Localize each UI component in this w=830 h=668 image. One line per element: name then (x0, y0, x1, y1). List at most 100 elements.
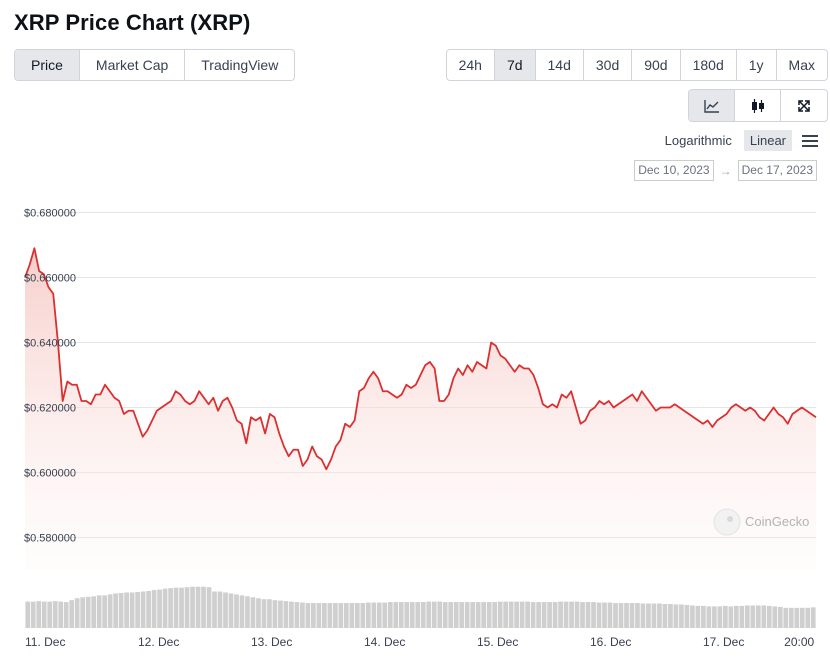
volume-bar (184, 587, 190, 628)
range-1y-button[interactable]: 1y (737, 50, 777, 80)
volume-bar (96, 595, 102, 628)
volume-bar (74, 598, 80, 628)
volume-bar (327, 603, 333, 628)
volume-bar (212, 591, 217, 628)
scale-selector: Logarithmic Linear (659, 130, 818, 151)
volume-bar (354, 603, 360, 628)
line-chart-button[interactable] (689, 90, 735, 121)
range-14d-button[interactable]: 14d (536, 50, 584, 80)
volume-bar (387, 602, 393, 628)
volume-bar (486, 602, 492, 628)
volume-bar (322, 603, 327, 628)
volume-bar (47, 601, 53, 628)
volume-bar (607, 602, 613, 628)
volume-bar (734, 605, 739, 628)
volume-bar (201, 586, 206, 628)
volume-bar (596, 602, 602, 628)
volume-bar (629, 603, 635, 628)
range-24h-button[interactable]: 24h (447, 50, 495, 80)
linear-option[interactable]: Linear (743, 130, 792, 151)
date-range-picker: Dec 10, 2023 → Dec 17, 2023 (634, 160, 817, 181)
volume-bar (190, 586, 195, 628)
y-tick-label: $0.640000 (24, 338, 76, 350)
y-tick-label: $0.600000 (24, 468, 76, 480)
volume-bar (129, 592, 135, 628)
volume-bar (118, 592, 124, 628)
date-from-input[interactable]: Dec 10, 2023 (634, 160, 714, 181)
volume-bar (294, 602, 300, 628)
volume-bar (651, 603, 657, 628)
hamburger-menu-icon[interactable] (802, 134, 818, 147)
y-tick-label: $0.620000 (24, 403, 76, 415)
volume-bar (591, 602, 596, 628)
volume-bar (525, 601, 530, 628)
fullscreen-button[interactable] (781, 90, 827, 121)
volume-bar (805, 607, 811, 628)
volume-bar (102, 595, 107, 628)
tab-market-cap[interactable]: Market Cap (80, 50, 186, 80)
watermark-text: CoinGecko (745, 514, 809, 529)
volume-bar (464, 602, 470, 628)
range-max-button[interactable]: Max (788, 57, 815, 73)
volume-bar (420, 602, 426, 628)
volume-bar (794, 607, 800, 628)
volume-bar (772, 606, 778, 628)
tab-tradingview[interactable]: TradingView (201, 57, 279, 73)
volume-bar (239, 595, 245, 628)
volume-bar (723, 605, 728, 628)
y-tick-label: $0.580000 (24, 533, 76, 545)
volume-bar (799, 607, 805, 628)
volume-bar (80, 597, 86, 628)
volume-bar (810, 607, 816, 628)
volume-bar (646, 603, 651, 628)
volume-bar (459, 602, 465, 628)
volume-bar (30, 601, 36, 628)
volume-bar (574, 601, 580, 628)
range-7d-button[interactable]: 7d (494, 50, 536, 80)
range-30d-button[interactable]: 30d (584, 50, 633, 80)
volume-bar (206, 587, 212, 628)
volume-bar (283, 601, 289, 628)
volume-bar (701, 605, 706, 628)
volume-bar (679, 604, 684, 628)
tab-price[interactable]: Price (15, 50, 80, 80)
line-chart-icon (703, 99, 719, 113)
volume-bar (728, 606, 734, 628)
x-tick-label: 20:00 (784, 635, 814, 649)
volume-bar (124, 592, 129, 628)
volume-bar (695, 605, 701, 628)
volume-bar (360, 603, 366, 628)
candlestick-button[interactable] (735, 90, 781, 121)
volume-bar (333, 603, 338, 628)
volume-bar (558, 601, 563, 628)
volume-bar (151, 590, 157, 628)
range-180d-button[interactable]: 180d (681, 50, 737, 80)
x-tick-label: 11. Dec (25, 635, 65, 649)
volume-bar (343, 603, 349, 628)
volume-bar (475, 602, 481, 628)
volume-bar (519, 601, 525, 628)
volume-bar (739, 605, 745, 628)
volume-bar (140, 591, 146, 628)
volume-bar (668, 604, 673, 628)
volume-bar (755, 605, 761, 628)
volume-bar (563, 601, 569, 628)
volume-bar (261, 599, 267, 628)
date-to-input[interactable]: Dec 17, 2023 (737, 160, 817, 181)
x-tick-label: 12. Dec (138, 635, 179, 649)
volume-bar (514, 601, 519, 628)
volume-bar (706, 606, 712, 628)
logarithmic-option[interactable]: Logarithmic (664, 133, 732, 148)
volume-bar (580, 602, 585, 628)
volume-bar (431, 601, 437, 628)
x-tick-label: 15. Dec (477, 635, 518, 649)
volume-bar (311, 603, 316, 628)
range-90d-button[interactable]: 90d (632, 50, 681, 80)
volume-bar (245, 596, 250, 628)
volume-bar (613, 603, 618, 628)
volume-bar (750, 605, 756, 628)
x-tick-label: 14. Dec (364, 635, 405, 649)
volume-bar (497, 601, 503, 628)
volume-bar (365, 602, 371, 628)
